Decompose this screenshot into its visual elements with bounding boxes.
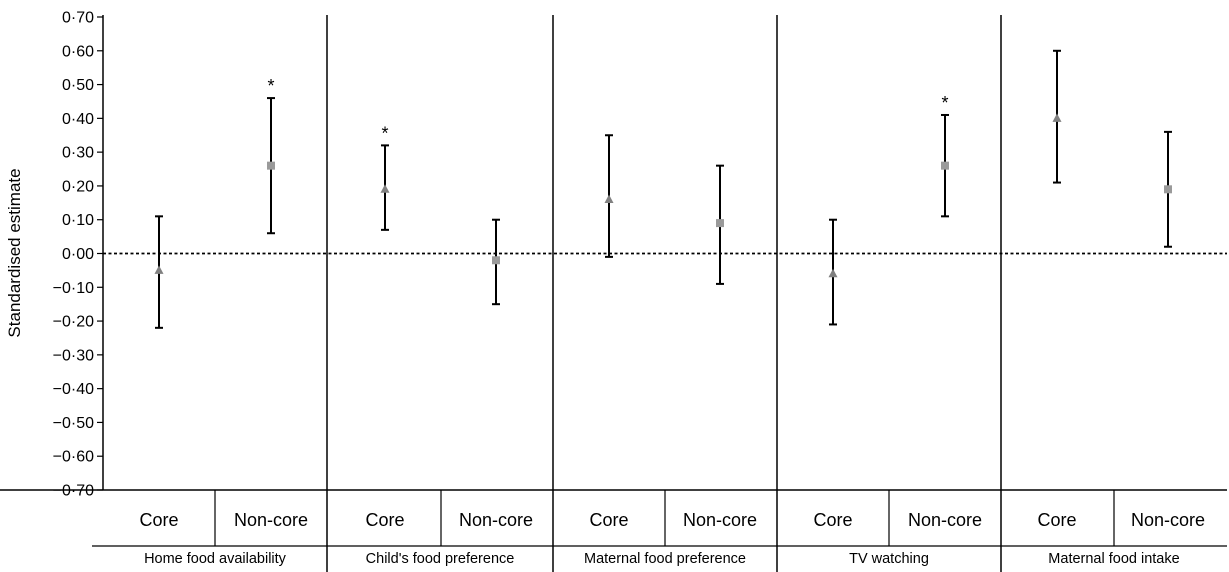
y-tick-label: 0·00 [62,246,94,263]
subcategory-label: Non-core [1131,510,1205,530]
y-tick-label: 0·70 [62,10,94,27]
subcategory-label: Core [589,510,628,530]
y-tick-label: −0·30 [53,347,94,364]
triangle-marker [380,184,390,193]
y-axis: 0·70 0·60 0·50 0·40 0·30 0·20 0·10 0·00 −0·10 −0·… [53,10,104,500]
triangle-marker [828,268,838,278]
triangle-marker [1052,113,1062,122]
group-label: Maternal food preference [584,551,746,567]
data-point-core [604,134,614,258]
y-tick-label: −0·70 [53,483,94,500]
group-label: Home food availability [144,551,287,567]
data-point-core [828,218,838,326]
significance-marker: * [267,76,274,96]
y-tick-label: −0·10 [53,280,94,297]
data-points: * * * [154,49,1172,329]
data-point-non-core [492,218,500,306]
square-marker [941,161,949,170]
data-point-non-core [716,164,724,285]
y-tick-label: −0·20 [53,314,94,331]
y-tick-label: 0·10 [62,212,94,229]
data-point-non-core [1164,130,1172,248]
y-tick-label: 0·30 [62,145,94,162]
data-point-core [1052,49,1062,184]
square-marker [492,256,500,265]
y-tick-label: −0·60 [53,449,94,466]
data-point-non-core: * [267,76,275,235]
y-tick-label: 0·20 [62,178,94,195]
category-table: Core Non-core Home food availability Core No… [0,489,1227,567]
y-tick-label: 0·40 [62,111,94,128]
subcategory-label: Non-core [459,510,533,530]
square-marker [267,161,275,170]
data-point-core [154,215,164,329]
significance-marker: * [381,123,388,143]
square-marker [1164,185,1172,194]
y-tick-label: −0·50 [53,415,94,432]
subcategory-label: Non-core [234,510,308,530]
y-axis-label: Standardised estimate [5,168,24,337]
y-tick-label: 0·50 [62,77,94,94]
triangle-marker [604,194,614,203]
group-label: TV watching [849,551,929,567]
subcategory-label: Non-core [683,510,757,530]
subcategory-label: Core [365,510,404,530]
y-tick-label: −0·40 [53,381,94,398]
triangle-marker [154,265,164,274]
y-tick-label: 0·60 [62,43,94,60]
subcategory-label: Core [813,510,852,530]
square-marker [716,219,724,228]
group-dividers [103,15,1227,572]
group-label: Maternal food intake [1048,551,1179,567]
significance-marker: * [941,93,948,113]
group-label: Child's food preference [366,551,515,567]
data-point-non-core: * [941,93,949,218]
data-point-core: * [380,123,390,231]
subcategory-label: Non-core [908,510,982,530]
subcategory-label: Core [1037,510,1076,530]
subcategory-label: Core [139,510,178,530]
